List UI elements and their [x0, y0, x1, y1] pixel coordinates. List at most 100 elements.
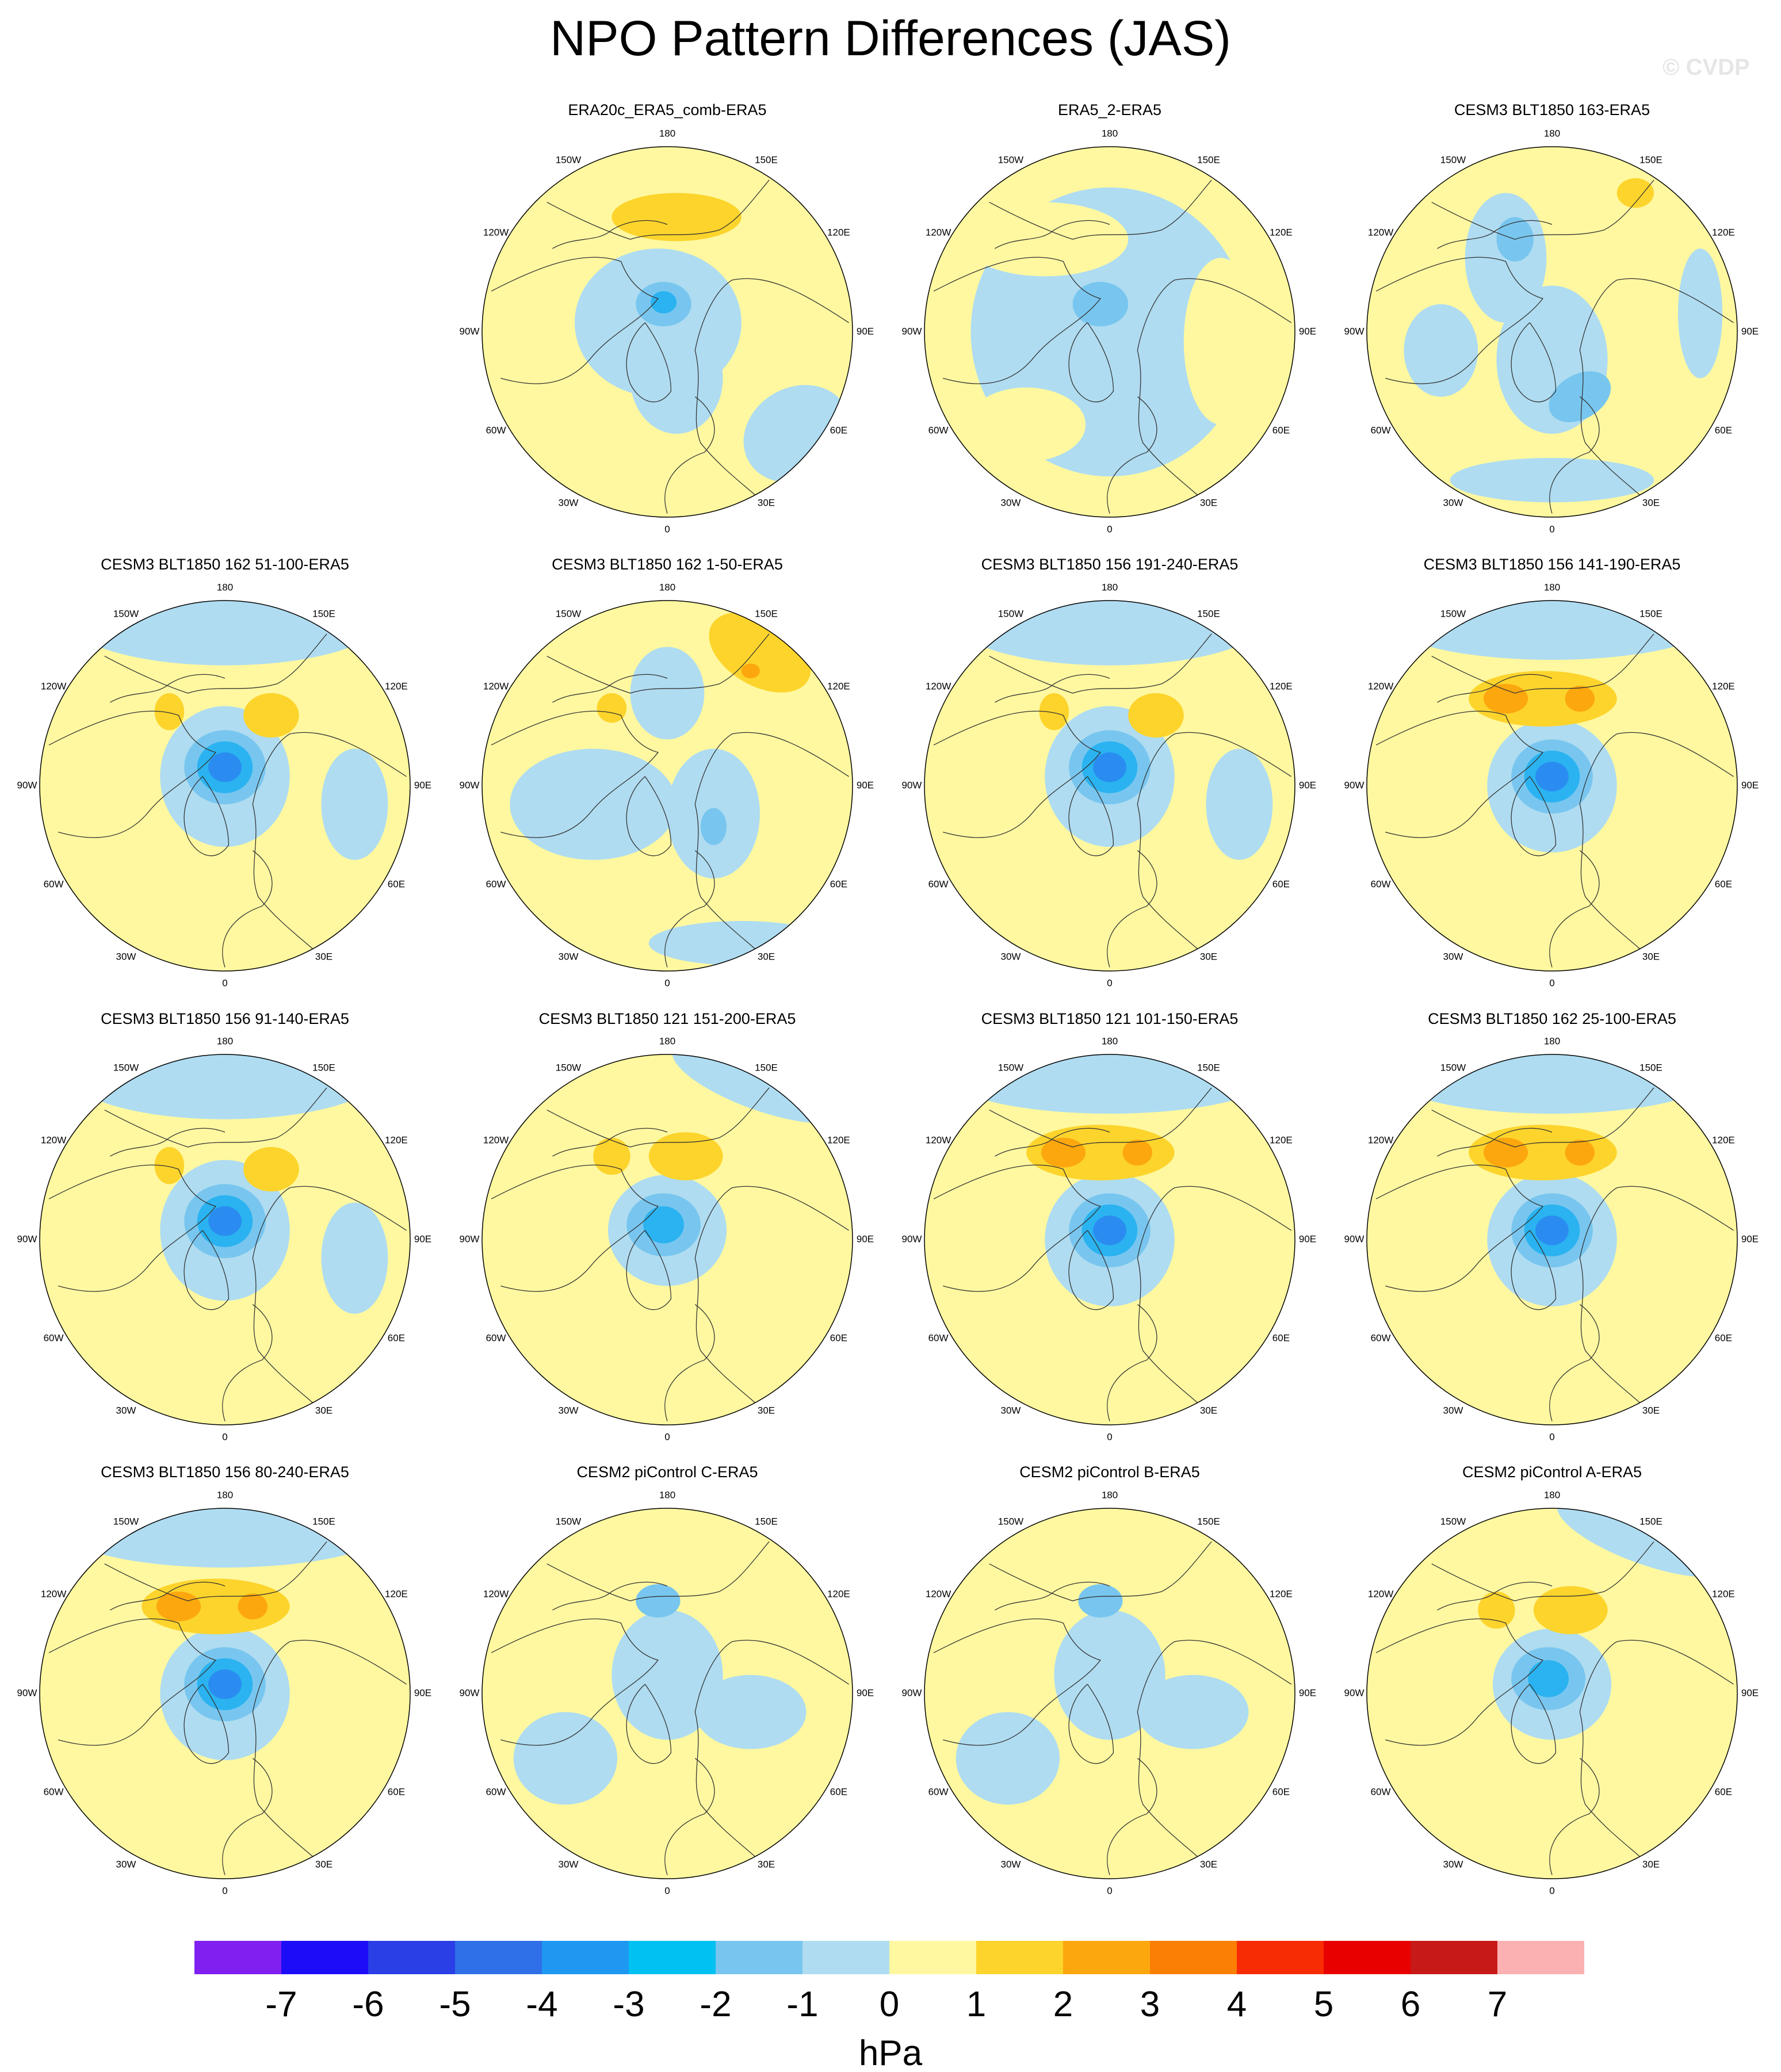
- map-field: [40, 1508, 410, 1879]
- coastline: [933, 257, 1101, 384]
- longitude-label: 150W: [1440, 1062, 1466, 1073]
- coastline: [1549, 1304, 1600, 1421]
- pressure-anomaly-contour: [1128, 693, 1184, 738]
- coastline: [1107, 850, 1157, 968]
- coastline: [1579, 278, 1734, 509]
- pressure-anomaly-contour: [1183, 258, 1258, 425]
- longitude-label: 120W: [926, 227, 951, 238]
- coastline: [626, 1230, 672, 1310]
- coastline: [104, 1087, 327, 1148]
- colorbar-tick-label: -2: [700, 1985, 731, 2024]
- longitude-label: 90W: [902, 1687, 922, 1698]
- pressure-anomaly-contour: [643, 1206, 684, 1244]
- longitude-label: 60W: [1371, 1786, 1391, 1797]
- panel-title: CESM3 BLT1850 156 191-240-ERA5: [981, 556, 1239, 573]
- coastline: [252, 1639, 407, 1870]
- longitude-label: 30E: [1200, 497, 1217, 508]
- longitude-label: 120W: [1368, 1134, 1393, 1145]
- longitude-label: 0: [664, 523, 670, 534]
- pressure-anomaly-contour: [956, 1712, 1060, 1805]
- coastline: [995, 1581, 1110, 1611]
- colorbar-tick-label: -1: [786, 1985, 818, 2024]
- coastline: [1068, 1230, 1114, 1310]
- panel-title: CESM3 BLT1850 163-ERA5: [1454, 101, 1650, 118]
- longitude-label: 60E: [1715, 1332, 1732, 1343]
- longitude-label: 30E: [1642, 1405, 1660, 1416]
- coastline: [1107, 1758, 1157, 1875]
- longitude-label: 150E: [755, 609, 778, 620]
- longitude-label: 120E: [1270, 1134, 1293, 1145]
- pressure-anomaly-contour: [510, 748, 677, 860]
- pressure-anomaly-contour: [1535, 1215, 1569, 1245]
- panel-title: CESM2 piControl B-ERA5: [1019, 1463, 1200, 1481]
- colorbar-tick-label: -7: [265, 1985, 297, 2024]
- longitude-label: 30W: [1443, 497, 1463, 508]
- pressure-anomaly-contour: [1565, 1140, 1595, 1166]
- longitude-label: 90E: [1741, 779, 1759, 790]
- coastline: [995, 220, 1110, 249]
- longitude-label: 30E: [1642, 951, 1660, 962]
- pressure-anomaly-contour: [1122, 1140, 1153, 1166]
- map-panel: CESM2 piControl A-ERA5 180 150E 120E 90E 60E 3…: [1344, 1463, 1759, 1896]
- longitude-label: 0: [664, 977, 670, 988]
- longitude-label: 0: [222, 1431, 227, 1442]
- longitude-label: 0: [664, 1431, 670, 1442]
- longitude-label: 90W: [902, 326, 922, 337]
- colorbar-tick-label: -5: [439, 1985, 471, 2024]
- longitude-label: 90W: [17, 779, 37, 790]
- figure-title: NPO Pattern Differences (JAS): [550, 11, 1231, 66]
- longitude-label: 0: [1549, 1885, 1554, 1896]
- colorbar-tick-label: 3: [1140, 1985, 1160, 2024]
- coastline: [552, 674, 668, 703]
- coastline: [1431, 1087, 1654, 1148]
- longitude-label: 90E: [414, 1233, 431, 1244]
- coastline: [989, 1541, 1212, 1601]
- longitude-label: 90E: [1741, 1233, 1759, 1244]
- map-field: [924, 601, 1295, 971]
- longitude-label: 30W: [559, 951, 579, 962]
- pressure-anomaly-contour: [58, 1508, 392, 1568]
- longitude-label: 90W: [902, 779, 922, 790]
- pressure-anomaly-contour: [611, 193, 742, 242]
- pressure-anomaly-contour: [597, 693, 627, 723]
- pressure-anomaly-contour: [1072, 282, 1129, 327]
- longitude-label: 120E: [1270, 1588, 1293, 1599]
- pressure-anomaly-contour: [321, 1202, 388, 1314]
- colorbar-boxes: [194, 1941, 1584, 1974]
- coastline: [184, 1230, 230, 1310]
- longitude-label: 180: [1544, 582, 1560, 592]
- colorbar-tick-label: 4: [1227, 1985, 1247, 2024]
- longitude-label: 180: [659, 128, 675, 139]
- map-panel: CESM3 BLT1850 162 51-100-ERA5 180 150E 120E…: [17, 556, 432, 988]
- longitude-label: 150E: [1197, 155, 1220, 166]
- coastline: [1137, 1639, 1291, 1870]
- longitude-label: 60E: [1715, 878, 1732, 889]
- colorbar-box: [1150, 1941, 1237, 1974]
- coastline: [1375, 257, 1543, 384]
- coastline: [252, 1186, 407, 1416]
- coastline: [491, 710, 659, 838]
- longitude-label: 90E: [857, 779, 874, 790]
- longitude-label: 150W: [1440, 1516, 1466, 1527]
- coastline: [1375, 1618, 1543, 1746]
- coastline: [989, 1087, 1212, 1148]
- coastline: [626, 1684, 672, 1764]
- pressure-anomaly-contour: [67, 601, 383, 666]
- map-border: [924, 1054, 1295, 1425]
- longitude-label: 120W: [41, 1134, 66, 1145]
- coastline: [1437, 1127, 1553, 1157]
- map-border: [924, 1508, 1295, 1879]
- longitude-label: 30E: [315, 1859, 332, 1870]
- map-border: [1366, 1508, 1738, 1879]
- longitude-label: 90E: [414, 1687, 431, 1698]
- pressure-anomaly-contour: [1385, 601, 1719, 660]
- pressure-anomaly-contour: [1677, 249, 1723, 379]
- coastline: [1068, 322, 1114, 403]
- map-border: [1366, 146, 1738, 518]
- coastline: [1549, 396, 1600, 514]
- longitude-label: 150W: [556, 1062, 581, 1073]
- longitude-label: 90E: [1299, 1233, 1316, 1244]
- longitude-label: 30E: [1200, 1859, 1217, 1870]
- map-field: [924, 1054, 1295, 1425]
- coastline: [546, 1087, 770, 1148]
